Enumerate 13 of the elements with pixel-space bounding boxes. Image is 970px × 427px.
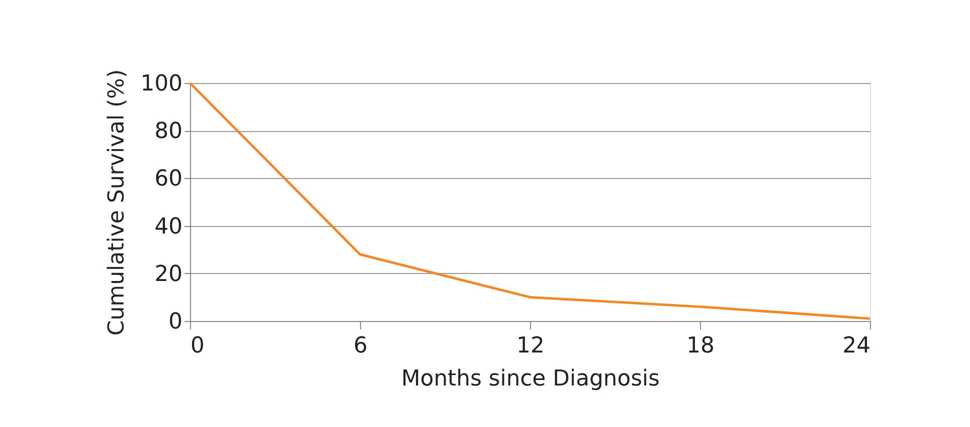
y-axis-title: Cumulative Survival (%) <box>104 69 130 336</box>
x-tick-label: 18 <box>686 334 714 358</box>
x-tick-label: 0 <box>190 334 204 358</box>
y-tick-label: 20 <box>154 262 182 287</box>
y-tick-label: 100 <box>140 72 182 96</box>
x-axis-title: Months since Diagnosis <box>401 366 660 392</box>
x-tick-label: 6 <box>354 334 368 358</box>
x-tick-label: 24 <box>842 334 870 358</box>
y-tick-label: 40 <box>154 214 182 240</box>
y-tick-label: 60 <box>154 166 182 192</box>
x-tick-label: 12 <box>516 334 544 358</box>
y-tick-label: 80 <box>154 119 182 144</box>
y-tick-label: 0 <box>168 310 182 334</box>
